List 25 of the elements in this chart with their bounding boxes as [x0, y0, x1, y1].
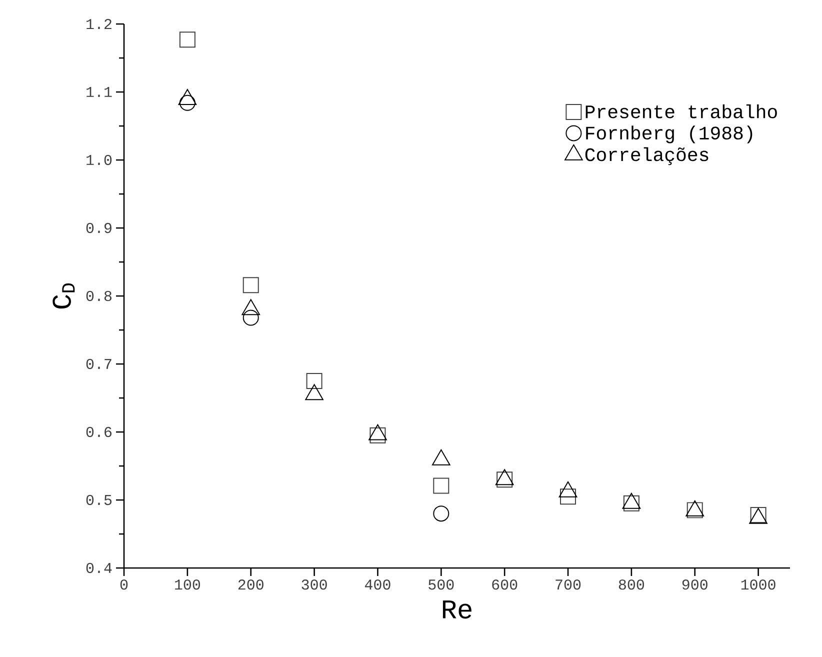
legend-label: Correlações — [585, 147, 708, 166]
y-tick-label: 1.2 — [86, 18, 112, 30]
x-tick-label: 400 — [364, 580, 390, 590]
x-tick-label: 100 — [175, 580, 200, 590]
x-tick-label: 500 — [428, 580, 454, 590]
x-tick-label: 800 — [618, 580, 644, 590]
y-tick-label: 0.6 — [86, 426, 112, 438]
y-axis-title: C$_{D}$ — [52, 283, 75, 309]
x-tick-label: 300 — [302, 580, 327, 590]
x-tick-label: 700 — [556, 580, 581, 590]
y-tick-label: 0.8 — [86, 290, 112, 302]
x-tick-label: 600 — [492, 580, 518, 590]
y-tick-label: 0.4 — [86, 562, 112, 574]
y-tick-label: 0.7 — [86, 358, 112, 370]
y-tick-label: 0.9 — [86, 222, 112, 234]
x-tick-label: 900 — [682, 580, 708, 590]
x-tick-label: 200 — [238, 580, 264, 590]
y-tick-label: 1.0 — [86, 154, 112, 166]
legend-label: Fornberg (1988) — [586, 126, 752, 144]
x-tick-label: 0 — [120, 580, 128, 590]
x-tick-label: 1000 — [741, 580, 776, 590]
y-tick-label: 1.1 — [86, 87, 112, 97]
x-axis-title: Re — [442, 600, 472, 619]
y-tick-label: 0.5 — [86, 494, 112, 506]
legend-label: Presente trabalho — [586, 104, 777, 118]
